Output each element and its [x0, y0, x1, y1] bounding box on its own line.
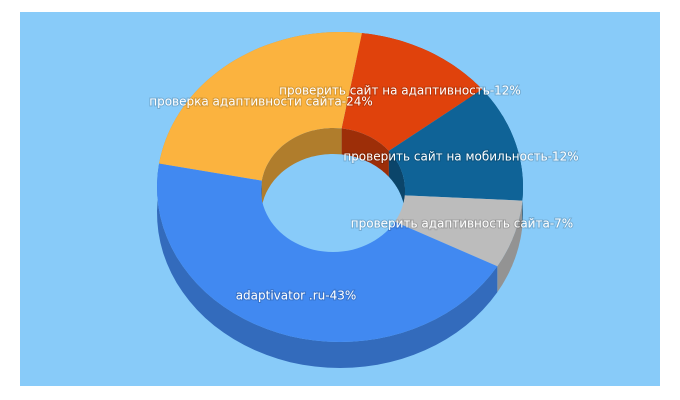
slice-label: проверка адаптивности сайта-24%: [149, 95, 373, 109]
slice-side: [497, 200, 523, 293]
slice-label: adaptivator .ru-43%: [236, 289, 357, 303]
hole-side: [261, 128, 342, 207]
slice: [394, 195, 523, 267]
slice: [341, 33, 483, 151]
hole-side: [341, 128, 389, 177]
slice-label: проверить сайт на мобильность-12%: [343, 150, 578, 164]
slice: [157, 163, 498, 342]
slice-label: проверить сайт на адаптивность-12%: [279, 84, 521, 98]
hole-side: [388, 150, 405, 216]
slice: [159, 32, 362, 181]
slice: [388, 89, 523, 201]
slice-label: проверить адаптивность сайта-7%: [351, 217, 573, 231]
